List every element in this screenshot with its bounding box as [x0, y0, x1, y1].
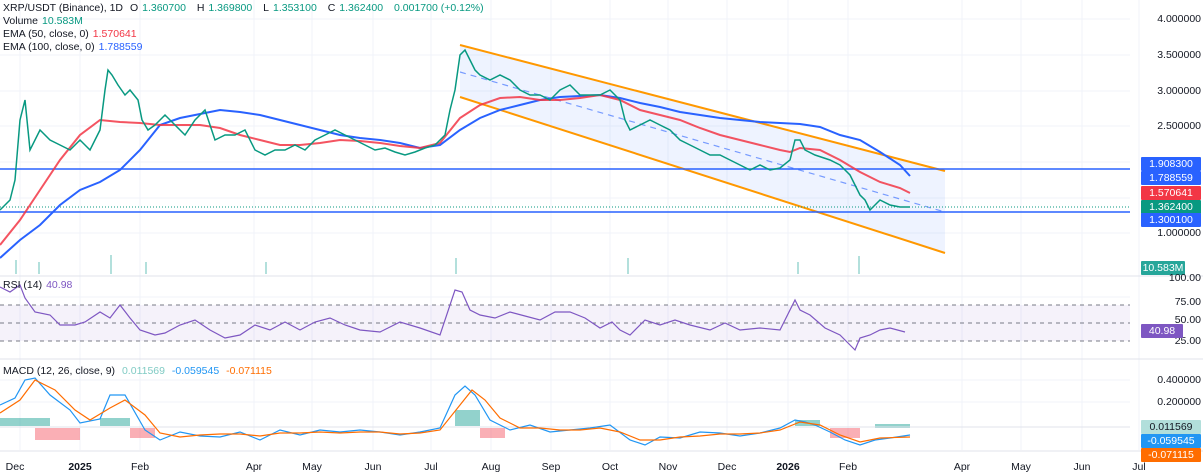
signal-line-tag: -0.071115: [1141, 448, 1201, 462]
ema50-legend[interactable]: EMA (50, close, 0) 1.570641: [3, 28, 137, 40]
support-tag: 1.300100: [1141, 213, 1201, 227]
macd-hist-tag: 0.011569: [1141, 420, 1201, 434]
time-axis-label: Jun: [364, 461, 382, 473]
time-axis-label: 2025: [68, 461, 92, 473]
time-axis-label: Feb: [838, 461, 858, 473]
rsi-legend[interactable]: RSI (14) 40.98: [3, 279, 73, 291]
grid: [0, 0, 1140, 450]
ema50-tag: 1.570641: [1141, 186, 1201, 200]
macd-line: [0, 377, 911, 446]
volume-legend[interactable]: Volume 10.583M: [3, 15, 83, 27]
time-axis-label: Sep: [541, 461, 561, 473]
time-axis-label: Jul: [424, 461, 438, 473]
ema100-tag: 1.788559: [1141, 171, 1201, 185]
volume-tag: 10.583M: [1141, 261, 1185, 275]
time-axis-label: Feb: [130, 461, 150, 473]
time-axis-label: Aug: [481, 461, 501, 473]
price-line: [0, 48, 910, 212]
time-axis-label: May: [302, 461, 322, 473]
macd-line-tag: -0.059545: [1141, 434, 1201, 448]
volume-bars: [15, 255, 860, 274]
time-axis-label: Jul: [1132, 461, 1146, 473]
symbol-title[interactable]: XRP/USDT (Binance), 1D: [3, 2, 124, 14]
time-axis-label: Dec: [5, 461, 25, 473]
resistance-tag: 1.908300: [1141, 157, 1201, 171]
descending-channel[interactable]: [460, 45, 945, 253]
ema100-line: [0, 93, 911, 259]
time-axis-label: Nov: [658, 461, 678, 473]
time-axis-label: Jun: [1073, 461, 1091, 473]
time-axis-label: 2026: [776, 461, 800, 473]
time-axis-label: May: [1011, 461, 1031, 473]
last-price-tag: 1.362400: [1141, 200, 1201, 214]
change-value: 0.001700 (+0.12%): [394, 2, 484, 14]
ema50-line: [0, 93, 911, 246]
time-axis-label: Oct: [601, 461, 619, 473]
macd-legend[interactable]: MACD (12, 26, close, 9) 0.011569 -0.0595…: [3, 365, 272, 377]
signal-line: [0, 379, 911, 443]
ohlc-legend: XRP/USDT (Binance), 1D O 1.360700 H 1.3698…: [3, 2, 484, 14]
ema100-legend[interactable]: EMA (100, close, 0) 1.788559: [3, 41, 143, 53]
rsi-tag: 40.98: [1141, 324, 1183, 338]
time-axis-label: Dec: [717, 461, 737, 473]
time-axis-label: Apr: [245, 461, 263, 473]
time-axis-label: Apr: [953, 461, 971, 473]
rsi-line: [0, 284, 906, 352]
